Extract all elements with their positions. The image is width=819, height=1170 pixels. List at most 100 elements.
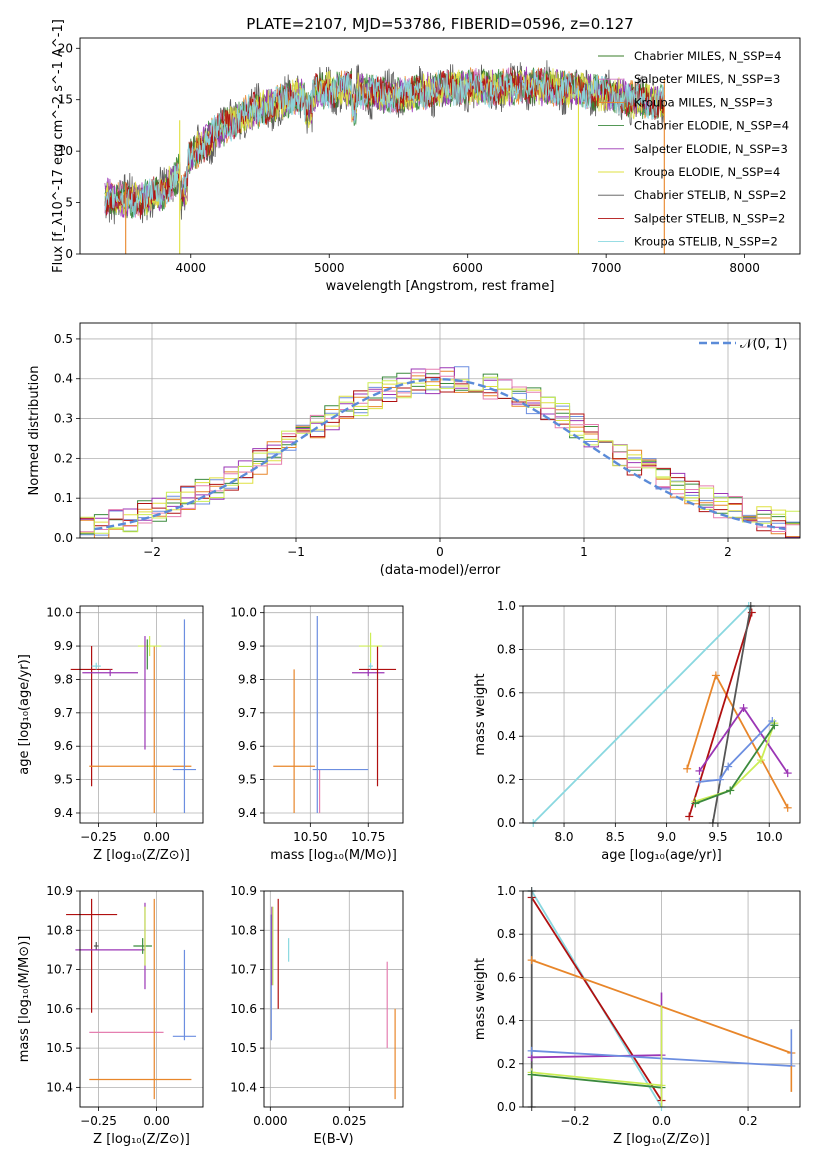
axes-frame — [522, 890, 801, 1108]
y-tick-label: 9.5 — [54, 773, 73, 787]
y-axis-label: mass weight — [473, 958, 488, 1040]
x-tick-label: 8.0 — [554, 830, 573, 844]
y-tick-label: 0.6 — [497, 686, 516, 700]
x-tick-label: 0.000 — [253, 1114, 287, 1128]
x-tick-label: 6000 — [452, 261, 483, 275]
x-tick-label: 9.5 — [708, 830, 727, 844]
x-tick-label: 0.2 — [739, 1114, 758, 1128]
x-tick-label: 0.00 — [143, 830, 170, 844]
y-axis-label: Normed distribution — [27, 366, 42, 496]
x-tick-label: −0.25 — [80, 830, 117, 844]
y-tick-label: 9.5 — [238, 773, 257, 787]
x-axis-label: Z [log₁₀(Z/Z⊙)] — [613, 1132, 710, 1147]
histogram-step — [80, 368, 800, 533]
mass-weight-line — [699, 720, 773, 783]
y-tick-label: 10.6 — [230, 1002, 257, 1016]
mass-weight-line — [532, 605, 750, 824]
x-tick-label: 8000 — [729, 261, 760, 275]
x-tick-label: 0.0 — [652, 1114, 671, 1128]
y-tick-label: 9.4 — [238, 806, 257, 820]
y-tick-label: 0.2 — [497, 773, 516, 787]
y-tick-label: 5 — [65, 196, 73, 210]
x-tick-label: 0.025 — [332, 1114, 366, 1128]
mass-weight-line — [530, 897, 663, 1101]
y-axis-label: Flux [f_λ10^-17 erg cm^-2 s^-1 A^-1] — [51, 19, 66, 273]
y-tick-label: 9.9 — [54, 639, 73, 653]
mass-weight-line — [695, 722, 776, 803]
x-tick-label: 4000 — [175, 261, 206, 275]
axes-frame — [79, 605, 204, 824]
legend-entry: Kroupa MILES, N_SSP=3 — [634, 95, 773, 109]
x-tick-label: 0.00 — [143, 1114, 170, 1128]
x-tick-label: 2 — [724, 545, 732, 559]
y-tick-label: 10.8 — [230, 923, 257, 937]
y-tick-label: 10.9 — [46, 884, 73, 898]
x-tick-label: −1 — [287, 545, 305, 559]
y-tick-label: 10.8 — [46, 923, 73, 937]
y-tick-label: 0.0 — [54, 531, 73, 545]
y-tick-label: 0.3 — [54, 412, 73, 426]
y-tick-label: 9.6 — [54, 739, 73, 753]
spectrum-series-line — [104, 69, 665, 218]
x-tick-label: 0 — [436, 545, 444, 559]
mass-weight-line — [531, 1054, 662, 1059]
y-tick-label: 0.5 — [54, 332, 73, 346]
x-tick-label: 10.50 — [293, 830, 327, 844]
histogram-step — [80, 376, 800, 534]
x-tick-label: 9.0 — [657, 830, 676, 844]
legend-entry: Chabrier MILES, N_SSP=4 — [634, 49, 781, 63]
mass-weight-line — [531, 1073, 662, 1089]
x-axis-label: (data-model)/error — [380, 563, 501, 578]
y-tick-label: 0.8 — [497, 927, 516, 941]
x-tick-label: 10.0 — [756, 830, 783, 844]
mass-weight-line — [686, 673, 789, 809]
legend-entry: Chabrier ELODIE, N_SSP=4 — [634, 119, 789, 133]
y-axis-label: mass weight — [473, 673, 488, 755]
x-axis-label: Z [log₁₀(Z/Z⊙)] — [93, 1132, 190, 1147]
axes-frame — [79, 322, 801, 539]
x-tick-label: 10.75 — [351, 830, 385, 844]
axes-frame — [79, 37, 801, 255]
y-tick-label: 0.1 — [54, 491, 73, 505]
x-axis-label: Z [log₁₀(Z/Z⊙)] — [93, 848, 190, 863]
y-tick-label: 10.4 — [230, 1080, 257, 1094]
x-tick-label: 7000 — [591, 261, 622, 275]
legend-entry: 𝒩(0, 1) — [740, 337, 787, 352]
y-tick-label: 10.4 — [46, 1080, 73, 1094]
legend-entry: Kroupa STELIB, N_SSP=2 — [634, 235, 778, 249]
axes-frame — [79, 890, 204, 1108]
y-tick-label: 9.8 — [54, 672, 73, 686]
y-tick-label: 9.4 — [54, 806, 73, 820]
figure-title: PLATE=2107, MJD=53786, FIBERID=0596, z=0… — [246, 15, 633, 33]
y-tick-label: 0.4 — [54, 372, 73, 386]
y-tick-label: 0.8 — [497, 642, 516, 656]
axes-frame — [263, 890, 404, 1108]
y-tick-label: 10.6 — [46, 1002, 73, 1016]
y-tick-label: 10.7 — [230, 963, 257, 977]
y-tick-label: 0.0 — [497, 1100, 516, 1114]
histogram-step — [80, 367, 800, 538]
mass-weight-line — [711, 605, 752, 824]
y-tick-label: 0.4 — [497, 1014, 516, 1028]
x-axis-label: age [log₁₀(age/yr)] — [601, 848, 722, 863]
axes-frame — [263, 605, 404, 824]
y-tick-label: 15 — [58, 93, 73, 107]
x-axis-label: mass [log₁₀(M/M⊙)] — [270, 848, 397, 863]
y-tick-label: 20 — [58, 41, 73, 55]
y-tick-label: 9.6 — [238, 739, 257, 753]
y-tick-label: 10.7 — [46, 963, 73, 977]
y-tick-label: 10.0 — [46, 606, 73, 620]
y-tick-label: 1.0 — [497, 599, 516, 613]
legend-entry: Salpeter ELODIE, N_SSP=3 — [634, 142, 788, 156]
y-tick-label: 9.7 — [54, 706, 73, 720]
x-tick-label: −2 — [143, 545, 161, 559]
y-tick-label: 9.8 — [238, 672, 257, 686]
y-tick-label: 10 — [58, 144, 73, 158]
y-axis-label: age [log₁₀(age/yr)] — [17, 654, 32, 775]
y-tick-label: 10.5 — [46, 1041, 73, 1055]
y-tick-label: 0 — [65, 247, 73, 261]
y-tick-label: 0.2 — [54, 451, 73, 465]
legend-entry: Salpeter MILES, N_SSP=3 — [634, 72, 780, 86]
